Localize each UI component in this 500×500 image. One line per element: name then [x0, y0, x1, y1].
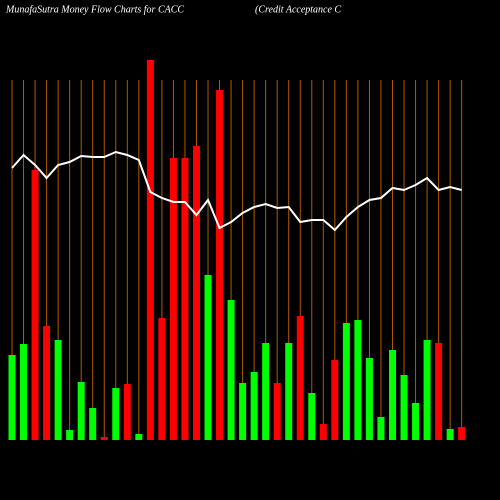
- bar: [227, 300, 235, 440]
- bar: [158, 318, 166, 440]
- bar: [412, 403, 420, 440]
- bar: [446, 429, 454, 440]
- bar: [342, 323, 350, 440]
- money-flow-line: [11, 150, 462, 232]
- chart-subtitle: (Credit Acceptance C: [255, 4, 341, 15]
- bar: [458, 427, 466, 440]
- bar: [273, 383, 281, 440]
- bar: [135, 434, 143, 440]
- bar: [31, 170, 39, 440]
- bar: [54, 340, 62, 440]
- bar: [204, 275, 212, 440]
- bar: [423, 340, 431, 440]
- bar: [262, 343, 270, 440]
- bar: [319, 424, 327, 440]
- bar: [112, 388, 120, 440]
- bar: [239, 383, 247, 440]
- bar: [77, 382, 85, 440]
- bar: [296, 316, 304, 440]
- bar: [192, 146, 200, 440]
- bar: [43, 326, 51, 440]
- bar: [123, 384, 131, 440]
- bar: [388, 350, 396, 440]
- bar: [377, 417, 385, 440]
- bar: [435, 343, 443, 440]
- bar: [20, 344, 28, 440]
- bar: [169, 158, 177, 440]
- bar: [89, 408, 97, 440]
- bar: [308, 393, 316, 440]
- bar: [66, 430, 74, 440]
- bar: [8, 355, 16, 440]
- bar: [146, 60, 154, 440]
- bar: [400, 375, 408, 440]
- bar: [285, 343, 293, 440]
- bar: [354, 320, 362, 440]
- bar: [181, 158, 189, 440]
- bar: [365, 358, 373, 440]
- bar: [100, 437, 108, 440]
- bar: [331, 360, 339, 440]
- bar: [250, 372, 258, 440]
- chart-title: MunafaSutra Money Flow Charts for CACC: [5, 4, 184, 15]
- bar: [216, 90, 224, 440]
